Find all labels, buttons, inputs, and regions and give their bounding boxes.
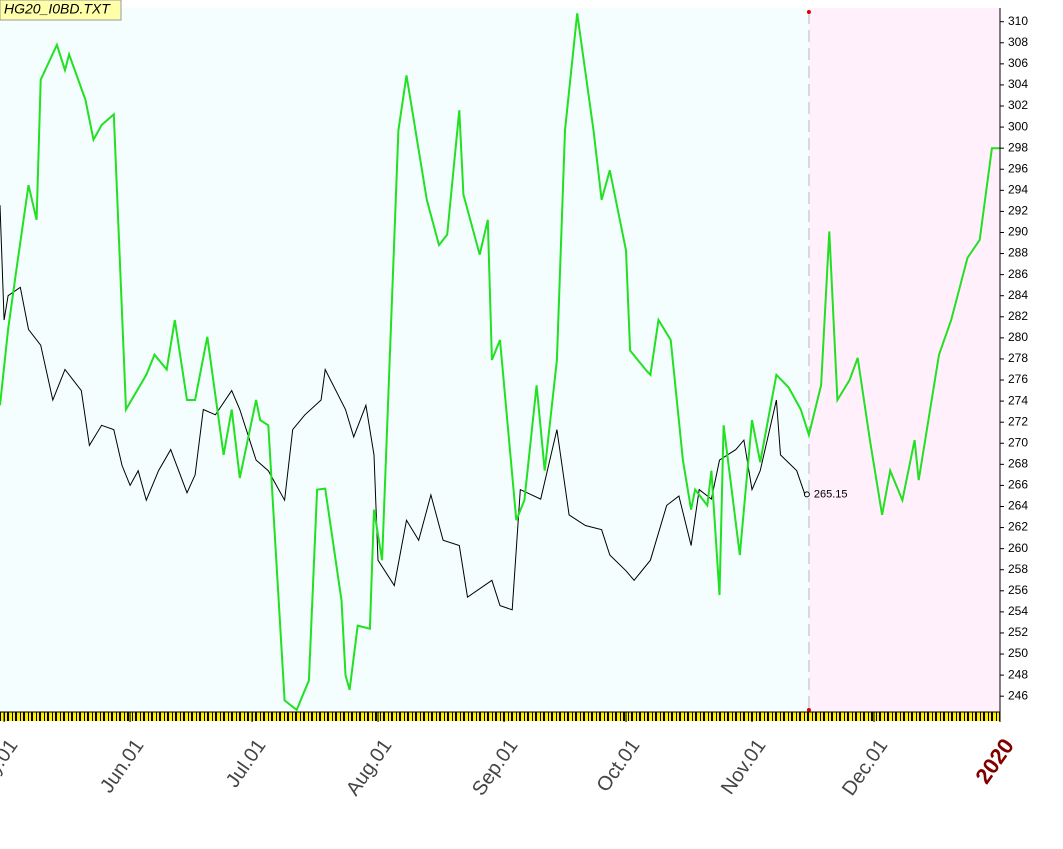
y-tick-label: 296 [1008, 161, 1028, 175]
x-tick-label: Jul.01 [222, 735, 271, 791]
series-line [0, 205, 806, 611]
series-line [0, 13, 1000, 712]
y-tick-label: 250 [1008, 646, 1028, 660]
y-tick-label: 252 [1008, 625, 1028, 639]
y-tick-label: 292 [1008, 204, 1028, 218]
y-tick-label: 310 [1008, 14, 1028, 28]
y-tick-label: 266 [1008, 478, 1028, 492]
divider-marker [806, 10, 811, 14]
chart-title: HG20_I0BD.TXT [4, 1, 111, 17]
y-tick-label: 300 [1008, 119, 1028, 133]
x-tick-label: Jun.01 [96, 735, 148, 797]
y-tick-label: 304 [1008, 77, 1028, 91]
y-tick-label: 288 [1008, 246, 1028, 260]
time-strip [0, 712, 1000, 721]
x-tick-label: May.01 [0, 735, 22, 800]
x-tick-label: 2020 [970, 734, 1019, 788]
last-value-marker [803, 491, 810, 498]
x-tick-label: Oct.01 [593, 735, 645, 796]
y-tick-label: 268 [1008, 457, 1028, 471]
forecast-background [808, 8, 1000, 712]
y-tick-label: 260 [1008, 541, 1028, 555]
y-tick-label: 246 [1008, 688, 1028, 702]
y-tick-label: 270 [1008, 435, 1028, 449]
y-tick-label: 302 [1008, 98, 1028, 112]
y-tick-label: 308 [1008, 35, 1028, 49]
y-tick-label: 286 [1008, 267, 1028, 281]
x-tick-label: Nov.01 [717, 735, 771, 798]
divider-marker [806, 708, 811, 712]
history-background [0, 8, 809, 712]
y-tick-label: 278 [1008, 351, 1028, 365]
y-tick-label: 306 [1008, 56, 1028, 70]
x-tick-label: Aug.01 [342, 735, 396, 800]
y-tick-label: 294 [1008, 182, 1028, 196]
y-tick-label: 284 [1008, 288, 1028, 302]
y-tick-label: 264 [1008, 499, 1028, 513]
y-tick-label: 262 [1008, 520, 1028, 534]
x-tick-label: Sep.01 [468, 735, 522, 800]
x-tick-label: Dec.01 [838, 735, 892, 800]
y-tick-label: 298 [1008, 140, 1028, 154]
y-tick-label: 280 [1008, 330, 1028, 344]
y-tick-label: 290 [1008, 225, 1028, 239]
y-tick-label: 248 [1008, 667, 1028, 681]
last-value-label: 265.15 [814, 488, 848, 500]
y-tick-label: 256 [1008, 583, 1028, 597]
y-tick-label: 282 [1008, 309, 1028, 323]
title-box [0, 0, 122, 21]
y-tick-label: 274 [1008, 393, 1028, 407]
plot-area: 265.15 [0, 13, 1000, 712]
y-tick-label: 272 [1008, 414, 1028, 428]
y-tick-label: 258 [1008, 562, 1028, 576]
y-tick-label: 254 [1008, 604, 1028, 618]
y-tick-label: 276 [1008, 372, 1028, 386]
background [0, 8, 1000, 712]
